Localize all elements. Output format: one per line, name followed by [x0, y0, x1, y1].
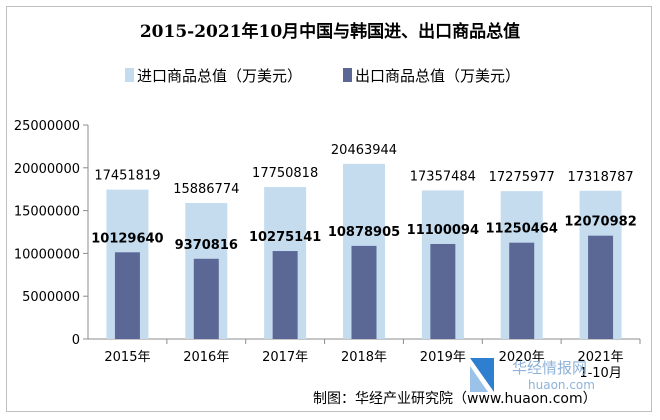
data-label-export: 10275141: [249, 230, 321, 245]
data-label-export: 10878905: [328, 225, 400, 240]
chart-title: 2015-2021年10月中国与韩国进、出口商品总值: [140, 21, 520, 42]
data-label-import: 17318787: [567, 170, 633, 185]
bar-export: [588, 235, 614, 339]
legend: 进口商品总值（万美元） 出口商品总值（万美元）: [125, 67, 520, 85]
data-label-export: 11250464: [486, 222, 558, 237]
data-labels: 17451819 10129640 15886774 9370816 17750818 1…: [91, 143, 637, 253]
data-label-import: 17357484: [410, 169, 476, 184]
x-tick-label: 2015年: [104, 350, 150, 365]
data-label-export: 11100094: [407, 223, 479, 238]
data-label-import: 15886774: [173, 182, 239, 197]
watermark-url: huaon.com: [528, 378, 595, 392]
chart-frame: [6, 6, 652, 412]
bar-export: [430, 243, 456, 339]
source-credit: 制图：华经产业研究院（www.huaon.com）: [313, 391, 597, 407]
legend-label-import: 进口商品总值（万美元）: [137, 67, 302, 85]
data-label-import: 17275977: [489, 170, 555, 185]
y-tick-label: 20000000: [14, 162, 80, 177]
data-label-export: 12070982: [564, 215, 636, 230]
bar-export: [272, 251, 298, 339]
legend-swatch-export: [343, 68, 352, 82]
legend-swatch-import: [125, 68, 134, 82]
watermark-brand: 华经情报网: [512, 359, 587, 377]
watermark-logo-accent-icon: [470, 366, 488, 392]
data-label-import: 17750818: [252, 166, 318, 181]
bar-export: [351, 245, 377, 339]
legend-label-export: 出口商品总值（万美元）: [355, 67, 520, 85]
y-tick-label: 0: [72, 333, 80, 348]
y-tick-label: 10000000: [14, 247, 80, 262]
bars: [106, 163, 622, 339]
axes: 0 5000000 10000000 15000000 20000000 25000000…: [14, 119, 641, 381]
x-tick-label: 2017年: [262, 350, 308, 365]
data-label-export: 9370816: [175, 238, 238, 253]
data-label-import: 17451819: [94, 169, 160, 184]
x-tick-label: 2021年 1-10月: [578, 350, 624, 381]
y-tick-label: 5000000: [22, 290, 80, 305]
y-tick-label: 15000000: [14, 205, 80, 220]
x-tick-label: 2019年: [420, 350, 466, 365]
x-tick-label: 2018年: [341, 350, 387, 365]
watermark: 华经情报网 huaon.com: [470, 358, 595, 392]
bar-export: [509, 242, 535, 339]
x-tick-label: 2020年: [499, 350, 545, 365]
bar-export: [193, 258, 219, 339]
watermark-logo-icon: [470, 358, 494, 392]
data-label-export: 10129640: [91, 231, 163, 246]
bar-export: [114, 252, 140, 339]
y-tick-label: 25000000: [14, 119, 80, 134]
x-tick-label: 2016年: [183, 350, 229, 365]
data-label-import: 20463944: [331, 143, 397, 158]
